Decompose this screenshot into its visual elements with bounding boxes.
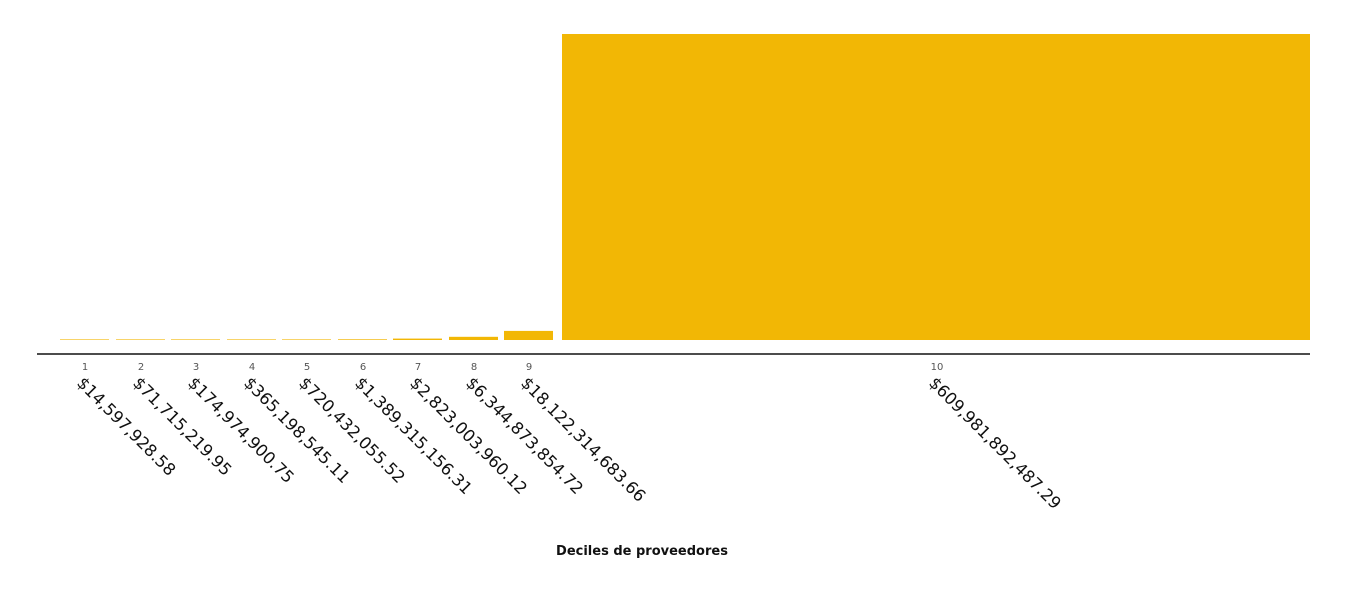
bar-decile-1 [60, 339, 109, 340]
value-label-decile-10: $609,981,892,487.29 [925, 373, 1065, 513]
bar-decile-6 [338, 339, 387, 340]
x-axis-title: Deciles de proveedores [556, 544, 728, 559]
value-label-decile-5: $720,432,055.52 [295, 373, 409, 487]
x-tick-label-10: 10 [931, 362, 944, 373]
bar-decile-9 [504, 330, 553, 340]
bar-decile-7 [393, 338, 442, 340]
x-tick-labels: 1 2 3 4 5 6 7 8 9 10 [82, 362, 944, 373]
x-tick-label-5: 5 [304, 362, 310, 373]
value-labels: $14,597,928.58$71,715,219.95$174,974,900… [73, 373, 1065, 513]
x-tick-label-1: 1 [82, 362, 88, 373]
x-tick-label-9: 9 [526, 362, 532, 373]
x-tick-label-6: 6 [360, 362, 366, 373]
x-tick-label-2: 2 [138, 362, 144, 373]
value-label-decile-2: $71,715,219.95 [129, 373, 235, 479]
bar-decile-10 [562, 34, 1310, 340]
value-label-decile-1: $14,597,928.58 [73, 373, 179, 479]
bars-group [60, 34, 1310, 340]
bar-decile-8 [449, 336, 498, 340]
x-tick-label-3: 3 [193, 362, 199, 373]
x-tick-label-8: 8 [471, 362, 477, 373]
x-tick-label-4: 4 [249, 362, 255, 373]
bar-decile-5 [282, 339, 331, 340]
x-tick-label-7: 7 [415, 362, 421, 373]
value-label-decile-4: $365,198,545.11 [240, 373, 354, 487]
bar-decile-4 [227, 339, 276, 340]
value-label-decile-3: $174,974,900.75 [184, 373, 298, 487]
bar-decile-2 [116, 339, 165, 340]
bar-decile-3 [171, 339, 220, 340]
